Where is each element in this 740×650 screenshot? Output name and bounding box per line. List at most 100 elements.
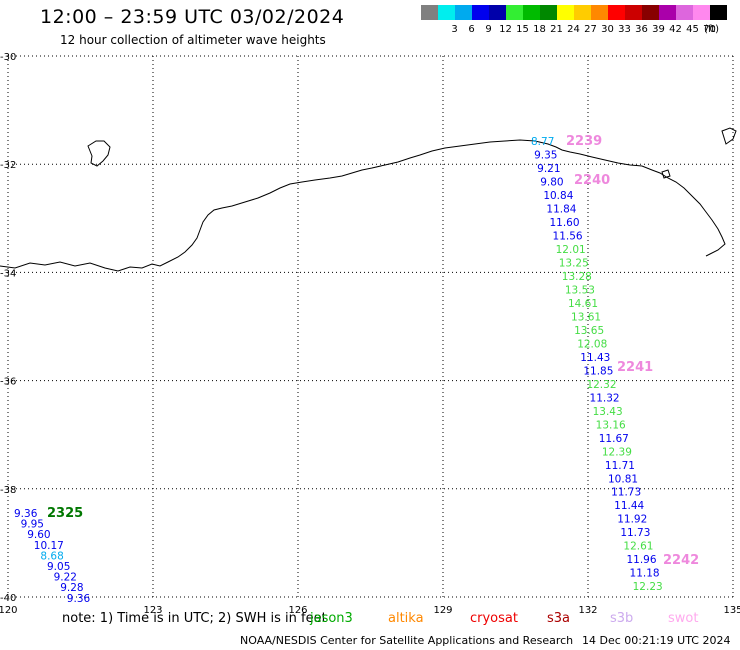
swh-value: 13.61 (571, 311, 601, 323)
scale-label: 12 (499, 24, 512, 35)
swh-value: 9.05 (47, 561, 70, 573)
timestamp-footer: 14 Dec 00:21:19 UTC 2024 (582, 634, 731, 647)
mainland-coastline (0, 139, 726, 272)
swh-value: 11.32 (590, 392, 620, 404)
scale-label: 21 (550, 24, 563, 35)
swh-value: 12.32 (586, 379, 616, 391)
scale-label: 39 (652, 24, 665, 35)
swh-value: 11.67 (599, 433, 629, 445)
swh-value: 10.17 (34, 540, 64, 552)
scale-label: 36 (635, 24, 648, 35)
lon-tick-label: 129 (433, 605, 452, 616)
scale-swatch (608, 5, 625, 20)
lat-lon-grid (7, 55, 734, 598)
scale-swatch (455, 5, 472, 20)
lat-tick-label: -32 (0, 160, 16, 171)
swh-value: 11.73 (611, 487, 641, 499)
swh-value: 14.61 (568, 298, 598, 310)
lat-tick-label: -40 (0, 593, 16, 604)
scale-swatch (676, 5, 693, 20)
swh-value: 13.16 (596, 419, 626, 431)
scale-swatch (523, 5, 540, 20)
satellite-legend-item: cryosat (470, 611, 518, 626)
scale-label: 3 (451, 24, 458, 35)
lon-tick-label: 126 (288, 605, 307, 616)
swh-value: 9.95 (21, 519, 44, 531)
swh-value: 11.60 (549, 217, 579, 229)
swh-value: 11.84 (546, 203, 576, 215)
pass-id-label: 2240 (574, 173, 610, 188)
pass-labels: 2239 2240 2241 2242 2325 (47, 134, 699, 568)
swh-value: 11.85 (583, 365, 613, 377)
note-text: note: 1) Time is in UTC; 2) SWH is in fe… (62, 611, 327, 626)
scale-swatch (438, 5, 455, 20)
swh-value: 11.18 (630, 568, 660, 580)
swh-value: 12.61 (623, 541, 653, 553)
island-outline (721, 127, 737, 145)
lat-tick-label: -38 (0, 485, 16, 496)
swh-value: 13.43 (593, 406, 623, 418)
swh-value: 10.81 (608, 473, 638, 485)
scale-label: 45 (686, 24, 699, 35)
map-subtitle: 12 hour collection of altimeter wave hei… (60, 33, 326, 47)
scale-swatch (472, 5, 489, 20)
scale-swatch (421, 5, 438, 20)
satellite-legend-item: swot (668, 611, 699, 626)
map-title: 12:00 – 23:59 UTC 03/02/2024 (40, 6, 345, 28)
scale-swatch (642, 5, 659, 20)
swh-value: 12.01 (556, 244, 586, 256)
swh-value: 12.08 (577, 338, 607, 350)
swh-value: 8.77 (531, 136, 554, 148)
pass-id-label: 2242 (663, 553, 699, 568)
scale-label: 70 (703, 24, 716, 35)
swh-value: 9.22 (54, 572, 77, 584)
satellite-legend-item: s3a (547, 611, 571, 626)
swh-value: 11.96 (626, 554, 656, 566)
swh-value: 13.65 (574, 325, 604, 337)
lon-tick-label: 135 (723, 605, 740, 616)
swh-value: 12.23 (633, 581, 663, 593)
swh-value: 9.35 (534, 149, 557, 161)
scale-swatch (625, 5, 642, 20)
scale-swatch (591, 5, 608, 20)
lat-tick-label: -34 (0, 268, 16, 279)
swh-value: 9.21 (537, 163, 560, 175)
island-outline (87, 140, 111, 167)
swh-value: 11.73 (620, 527, 650, 539)
swh-value: 13.25 (559, 257, 589, 269)
scale-label: 18 (533, 24, 546, 35)
lon-tick-label: 120 (0, 605, 18, 616)
swh-value: 12.39 (602, 446, 632, 458)
scale-label: 42 (669, 24, 682, 35)
swh-value: 11.43 (580, 352, 610, 364)
scale-swatch (574, 5, 591, 20)
satellite-legend-item: jason3 (310, 611, 353, 626)
scale-swatch (557, 5, 574, 20)
satellite-legend-item: altika (388, 611, 424, 626)
coastline (0, 127, 737, 272)
scale-swatch (489, 5, 506, 20)
lon-tick-label: 123 (143, 605, 162, 616)
pass-id-label: 2241 (617, 360, 653, 375)
scale-label: 9 (485, 24, 492, 35)
swh-value: 11.56 (553, 230, 583, 242)
scale-label: 33 (618, 24, 631, 35)
swh-value: 8.68 (40, 550, 63, 562)
scale-swatch (540, 5, 557, 20)
swh-value: 9.60 (27, 529, 50, 541)
lat-tick-label: -36 (0, 377, 16, 388)
scale-label: 30 (601, 24, 614, 35)
scale-swatch (506, 5, 523, 20)
scale-swatch (659, 5, 676, 20)
swh-value: 13.28 (562, 271, 592, 283)
swh-value: 9.80 (540, 176, 563, 188)
scale-label: 15 (516, 24, 529, 35)
scale-label: 24 (567, 24, 580, 35)
swh-value: 9.36 (14, 508, 38, 520)
pass-id-label: 2239 (566, 134, 602, 149)
scale-label: 6 (468, 24, 475, 35)
swh-value: 11.71 (605, 460, 635, 472)
